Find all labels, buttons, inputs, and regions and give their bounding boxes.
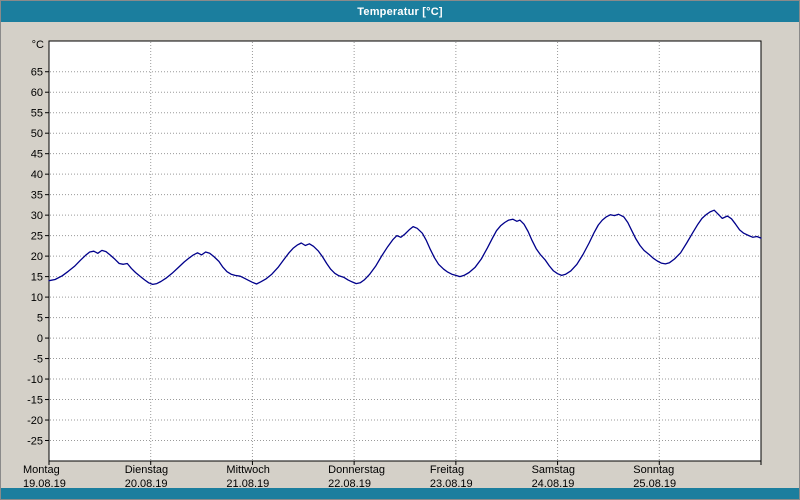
x-date-label: 22.08.19 (328, 478, 371, 490)
plot-border (48, 40, 762, 462)
x-day-label: Freitag (430, 464, 464, 476)
y-tick-label: 25 (31, 231, 43, 243)
y-tick-label: -10 (27, 374, 43, 386)
y-tick-label: 40 (31, 169, 43, 181)
y-tick-label: 35 (31, 190, 43, 202)
x-date-label: 19.08.19 (23, 478, 66, 490)
y-tick-label: 15 (31, 272, 43, 284)
plot-background (49, 41, 761, 461)
y-tick-label: 45 (31, 149, 43, 161)
x-date-label: 20.08.19 (125, 478, 168, 490)
x-day-label: Samstag (532, 464, 575, 476)
x-day-label: Mittwoch (226, 464, 269, 476)
y-tick-label: 60 (31, 87, 43, 99)
window-title: Temperatur [°C] (357, 5, 443, 18)
y-tick-label: 65 (31, 67, 43, 79)
bottom-bar (1, 488, 799, 499)
temperature-line (48, 209, 762, 286)
y-tick-label: -15 (27, 395, 43, 407)
y-tick-label: 10 (31, 292, 43, 304)
title-bar: Temperatur [°C] (1, 1, 799, 22)
y-tick-label: -20 (27, 415, 43, 427)
y-tick-label: 55 (31, 108, 43, 120)
y-tick-label: 50 (31, 128, 43, 140)
x-day-label: Montag (23, 464, 60, 476)
y-tick-label: 0 (37, 333, 43, 345)
y-tick-label: -5 (33, 354, 43, 366)
x-day-label: Donnerstag (328, 464, 385, 476)
y-tick-label: 30 (31, 210, 43, 222)
y-axis-unit: °C (32, 39, 44, 51)
x-date-label: 21.08.19 (226, 478, 269, 490)
axis-ticks (45, 71, 762, 465)
x-day-label: Dienstag (125, 464, 168, 476)
x-date-label: 23.08.19 (430, 478, 473, 490)
y-tick-label: -25 (27, 436, 43, 448)
y-tick-label: 5 (37, 313, 43, 325)
grid-lines (50, 42, 760, 460)
y-tick-label: 20 (31, 251, 43, 263)
x-date-label: 24.08.19 (532, 478, 575, 490)
x-date-label: 25.08.19 (633, 478, 676, 490)
x-day-label: Sonntag (633, 464, 674, 476)
